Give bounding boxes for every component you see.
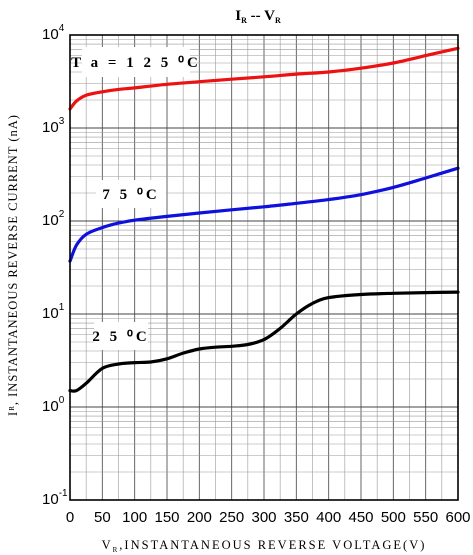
x-tick-label: 350: [284, 509, 309, 526]
y-tick-label: 10-1: [42, 488, 68, 508]
x-tick-label: 450: [348, 509, 373, 526]
series-label-bg-1: [96, 180, 166, 208]
x-tick-label: 150: [154, 509, 179, 526]
series-label-bg-2: [94, 322, 148, 350]
x-tick-label: 500: [381, 509, 406, 526]
chart-title: IR -- VR: [235, 8, 281, 25]
y-axis-label: IR, INSTANTANEOUS REVERSE CURRENT (nA): [6, 114, 20, 416]
y-tick-labels: 10-1 100 101 102 103 104: [42, 23, 68, 508]
x-tick-label: 50: [94, 509, 111, 526]
plot-frame: [69, 34, 459, 501]
x-tick-label: 250: [219, 509, 244, 526]
series-label-1: 7 5 ⁰C: [102, 187, 159, 203]
x-tick-label: 0: [66, 509, 74, 526]
series-label-0: T a = 1 2 5 ⁰C: [71, 55, 201, 71]
x-axis-label: VR,INSTANTANEOUS REVERSE VOLTAGE(V): [102, 538, 427, 554]
x-tick-label: 300: [251, 509, 276, 526]
x-tick-label: 400: [316, 509, 341, 526]
series-label-2: 2 5 ⁰C: [92, 329, 149, 345]
y-tick-label: 101: [42, 302, 65, 322]
series-lines: [68, 46, 460, 393]
series-line-0: [68, 46, 460, 111]
y-tick-label: 102: [42, 209, 65, 229]
y-tick-label: 103: [42, 116, 65, 136]
series-labels: T a = 1 2 5 ⁰C 7 5 ⁰C 2 5 ⁰C: [71, 47, 201, 350]
series-line-2: [68, 290, 460, 393]
y-tick-label: 100: [42, 395, 65, 415]
x-tick-labels: 0 50 100 150 200 250 300 350 400 450 500 550 600: [66, 509, 471, 526]
x-tick-label: 550: [413, 509, 438, 526]
series-label-bg-0: [82, 47, 190, 77]
series-line-1: [68, 166, 460, 263]
x-tick-label: 600: [445, 509, 470, 526]
x-tick-label: 100: [122, 509, 147, 526]
x-tick-label: 200: [187, 509, 212, 526]
y-tick-label: 104: [42, 23, 65, 43]
